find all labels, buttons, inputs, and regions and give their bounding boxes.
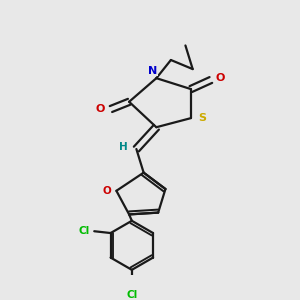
Text: Cl: Cl — [79, 226, 90, 236]
Text: O: O — [102, 186, 111, 196]
Text: O: O — [215, 73, 225, 83]
Text: O: O — [95, 104, 105, 114]
Text: N: N — [148, 66, 158, 76]
Text: Cl: Cl — [126, 290, 137, 300]
Text: H: H — [119, 142, 128, 152]
Text: S: S — [199, 113, 207, 123]
